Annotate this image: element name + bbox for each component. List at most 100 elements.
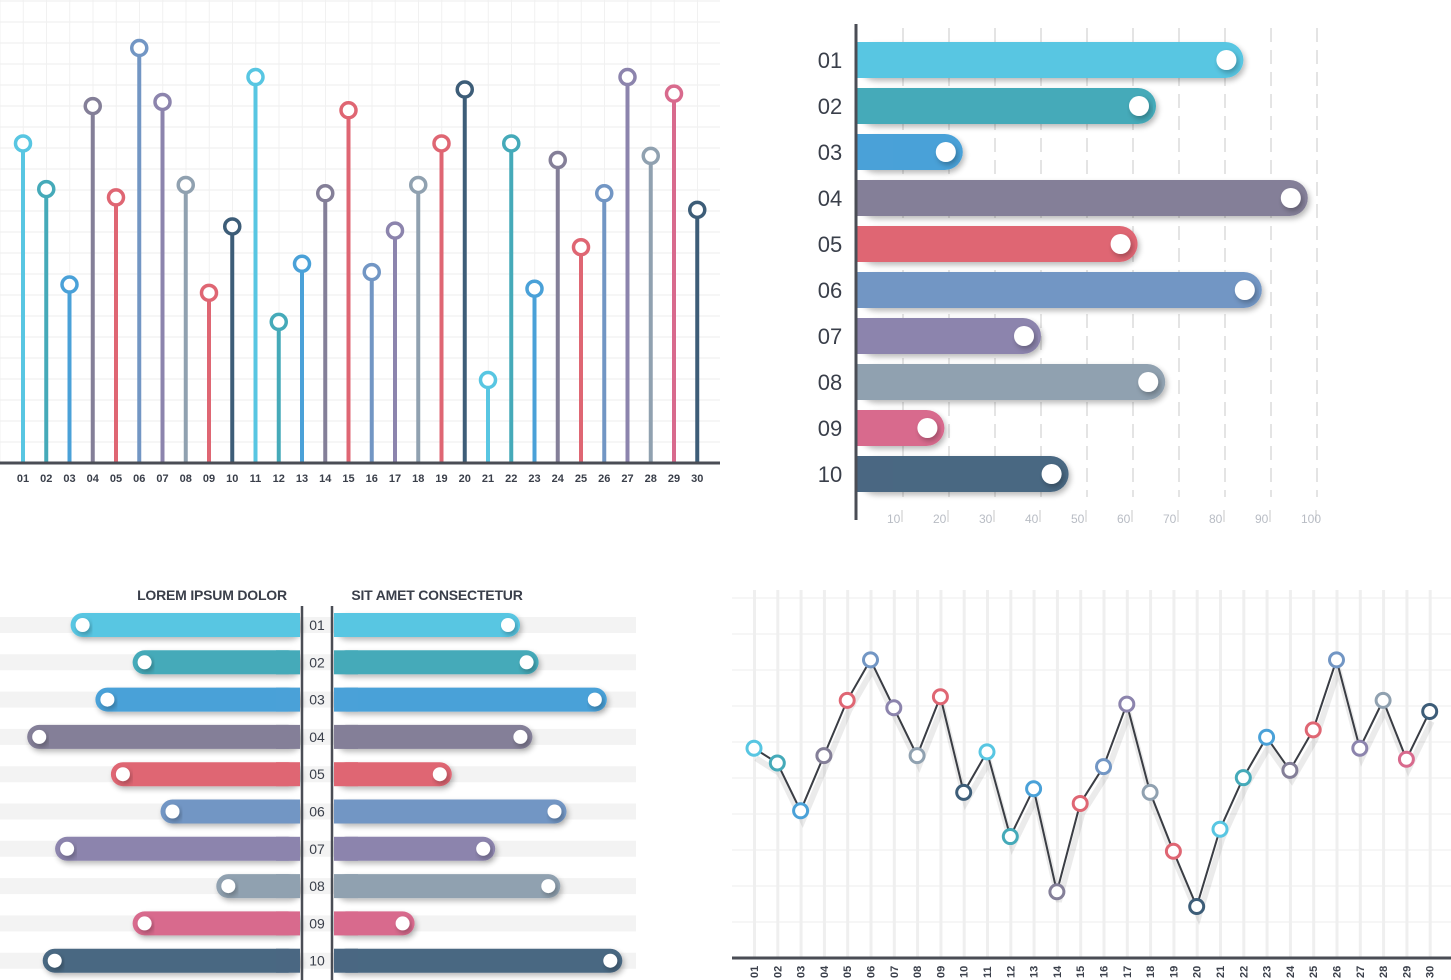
x-tick-label: 19: [435, 473, 447, 485]
lollipop-chart: 01 02 03 04 05 06 07 08 09 10 11 12 13 14 15 16 17 18 19 20…: [0, 0, 720, 485]
x-tick-label: 10: [887, 512, 901, 526]
data-point: [1421, 702, 1439, 720]
left-bar-flat-end: [276, 836, 300, 861]
gridline-v: [846, 590, 850, 958]
x-tick-label: 12: [273, 473, 285, 485]
x-tick-label: 15: [342, 473, 354, 485]
bar: [857, 88, 1156, 124]
row-label: 05: [818, 232, 842, 257]
bar: [857, 272, 1262, 308]
row-label: 08: [818, 370, 842, 395]
lollipop-marker: [153, 92, 172, 112]
x-tick-label: 28: [1378, 966, 1390, 978]
x-tick-label: 25: [1308, 966, 1320, 978]
lollipop-marker: [339, 101, 358, 120]
left-bar-flat-end: [276, 650, 300, 675]
data-point: [1025, 780, 1043, 798]
right-bar: [334, 836, 496, 861]
bar-flat-end: [857, 272, 893, 308]
row-label: 02: [309, 654, 325, 670]
x-tick-label: 01: [749, 966, 761, 978]
right-bar-flat-end: [334, 799, 358, 824]
right-bar: [334, 762, 452, 787]
line-shadow: [754, 659, 1435, 926]
left-bar-flat-end: [276, 762, 300, 787]
data-point: [1001, 828, 1019, 846]
left-bar-dot: [221, 879, 236, 894]
gridline-v: [799, 590, 803, 958]
x-tick-label: 22: [1238, 966, 1250, 978]
x-tick-label: 03: [796, 966, 808, 978]
left-bar-flat-end: [276, 724, 300, 749]
data-point: [1164, 842, 1182, 860]
lollipop-marker: [246, 67, 265, 87]
x-tick-label: 21: [482, 473, 494, 485]
lollipop-marker: [664, 84, 684, 103]
line-chart: 01 02 03 04 05 06 07 08 09 10 11 12 13 14 15 16 17 18 19 20…: [732, 590, 1451, 978]
right-bar-dot: [547, 804, 562, 819]
row-label: 06: [309, 804, 325, 820]
right-title: SIT AMET CONSECTETUR: [351, 587, 522, 603]
gridline-v: [962, 590, 966, 958]
bar-flat-end: [857, 456, 893, 492]
data-point: [745, 739, 763, 757]
x-tick-label: 20: [459, 473, 471, 485]
left-bar-flat-end: [276, 687, 300, 712]
row-label: 10: [309, 953, 325, 969]
lollipop-marker: [478, 370, 498, 390]
x-tick-label: 60: [1117, 512, 1131, 526]
lollipop-marker: [199, 283, 219, 303]
x-tick-label: 20: [933, 512, 947, 526]
x-tick-label: 08: [912, 966, 924, 978]
x-tick-label: 20: [1192, 966, 1204, 978]
data-point: [1304, 721, 1322, 739]
right-bar: [334, 687, 607, 712]
data-point: [1211, 820, 1229, 838]
left-bar-dot: [32, 729, 47, 744]
lollipop-marker: [385, 221, 405, 240]
bar-end-dot: [1216, 50, 1237, 70]
left-bar: [70, 613, 300, 637]
right-bar-dot: [432, 767, 447, 782]
x-tick-label: 26: [598, 473, 610, 485]
x-tick-label: 30: [979, 512, 993, 526]
lollipop-marker: [455, 80, 474, 99]
right-bar-dot: [587, 692, 602, 707]
left-bar: [27, 724, 300, 749]
lollipop-marker: [106, 188, 126, 207]
x-tick-label: 27: [621, 473, 633, 485]
data-point: [1281, 761, 1299, 779]
right-bar: [334, 799, 567, 824]
right-bar-dot: [603, 953, 618, 968]
bar-end-dot: [1110, 234, 1131, 254]
lollipop-marker: [525, 279, 544, 298]
data-point: [978, 743, 996, 761]
lollipop-marker: [641, 146, 660, 166]
left-bar: [160, 799, 300, 824]
right-bar-flat-end: [334, 836, 358, 861]
lollipop-marker: [83, 96, 102, 116]
gridline-v: [892, 590, 896, 958]
left-bar-flat-end: [276, 911, 300, 936]
x-tick-label: 03: [63, 473, 75, 485]
left-bar-dot: [100, 692, 115, 707]
data-point: [862, 651, 879, 669]
bar: [857, 318, 1041, 354]
row-label: 05: [309, 766, 325, 782]
right-bar-dot: [501, 618, 515, 632]
gridline-v: [1335, 590, 1339, 958]
right-bar-flat-end: [334, 687, 358, 712]
gridline-v: [753, 590, 756, 958]
left-bar-dot: [137, 916, 152, 931]
bar: [857, 456, 1069, 492]
left-bar-dot: [137, 655, 152, 670]
data-point: [1188, 897, 1206, 915]
x-tick-label: 02: [40, 473, 52, 485]
right-bar-dot: [541, 879, 556, 894]
left-bar-dot: [60, 841, 75, 856]
lollipop-marker: [292, 254, 312, 274]
row-label: 01: [818, 48, 842, 73]
data-point: [1141, 783, 1159, 801]
x-tick-label: 13: [296, 473, 308, 485]
right-bar: [334, 650, 539, 675]
